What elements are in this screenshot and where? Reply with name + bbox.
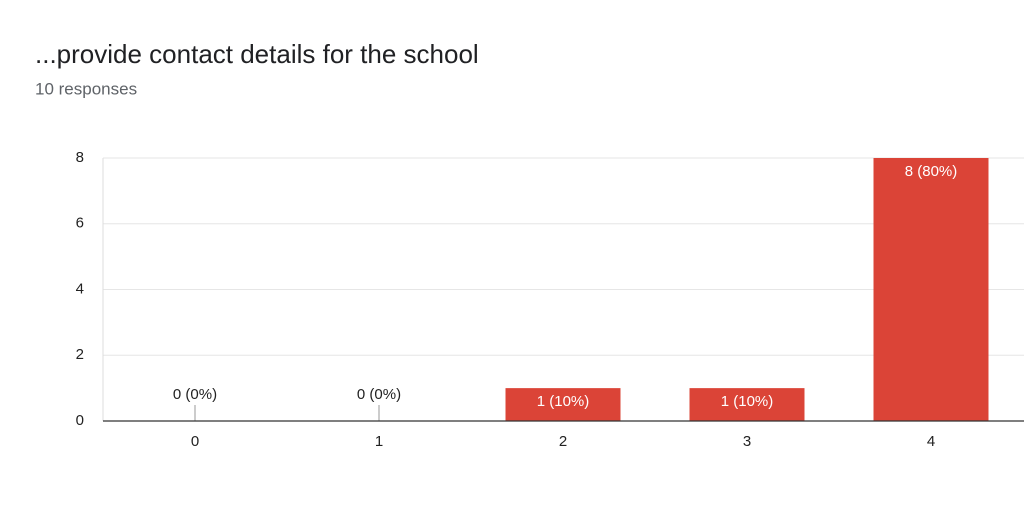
chart-title: ...provide contact details for the schoo… xyxy=(35,39,479,69)
data-label: 8 (80%) xyxy=(905,163,958,180)
bar xyxy=(873,158,989,421)
x-tick-label: 0 xyxy=(191,433,199,450)
data-label: 1 (10%) xyxy=(537,393,590,410)
x-tick-label: 4 xyxy=(927,433,935,450)
y-tick-label: 4 xyxy=(76,280,84,297)
bar xyxy=(505,388,621,421)
data-label: 0 (0%) xyxy=(173,386,217,403)
y-tick-label: 0 xyxy=(76,412,84,429)
x-tick-label: 2 xyxy=(559,433,567,450)
x-tick-label: 1 xyxy=(375,433,383,450)
y-tick-label: 2 xyxy=(76,346,84,363)
data-label: 1 (10%) xyxy=(721,393,774,410)
x-tick-label: 3 xyxy=(743,433,751,450)
bar xyxy=(689,388,805,421)
chart-subtitle: 10 responses xyxy=(35,79,137,98)
data-label: 0 (0%) xyxy=(357,386,401,403)
y-tick-label: 8 xyxy=(76,149,84,166)
y-tick-label: 6 xyxy=(76,215,84,232)
